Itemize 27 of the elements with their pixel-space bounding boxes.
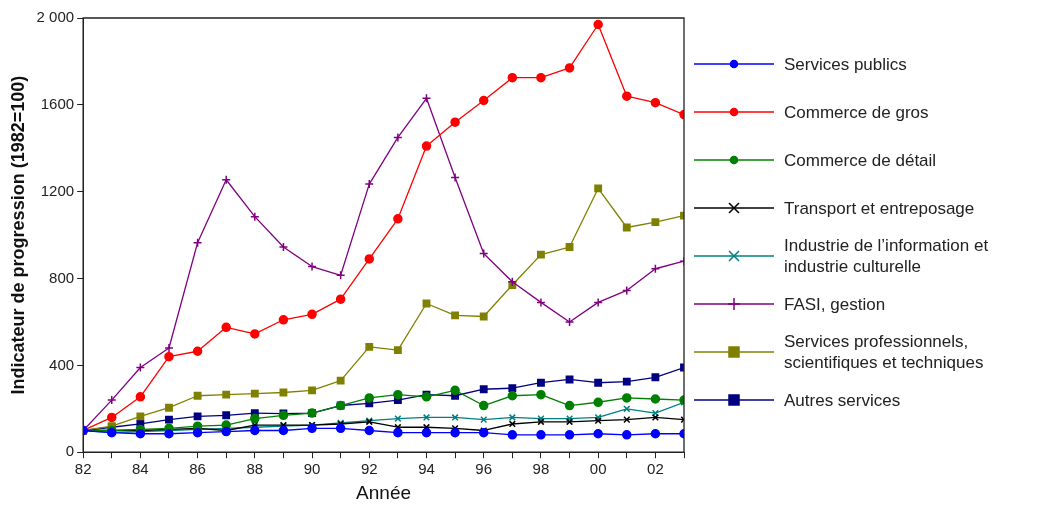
x-tick-label: 84 [132,460,149,478]
y-tick-label: 1600 [40,94,75,112]
x-tick-label: 90 [303,460,321,478]
y-tick-label: 1200 [40,181,75,199]
y-tick-label: 800 [49,268,75,286]
x-axis-title: Année [356,481,412,503]
x-tick-label: 00 [589,460,607,478]
x-tick-label: 94 [418,460,435,478]
legend-label: Services professionnels, scientifiques et techniques [784,331,985,373]
legend-label: Services publics [784,53,907,75]
x-tick-label: 96 [475,460,493,478]
x-tick-label: 02 [647,460,664,478]
y-tick-label: 400 [49,355,75,373]
x-tick-label: 98 [532,460,550,478]
x-tick-label: 88 [246,460,264,478]
x-tick-label: 82 [74,460,92,478]
y-tick-label: 0 [65,442,75,460]
legend-label: Commerce de gros [784,101,929,123]
legend-label: Industrie de l’information et industrie culturelle [784,235,990,277]
legend-label: Transport et entreposage [784,197,975,219]
x-tick-label: 92 [360,460,378,478]
legend-label: Commerce de détail [784,149,937,171]
x-tick-label: 86 [189,460,206,478]
y-tick-label: 2 000 [36,8,75,26]
legend-label: Autres services [784,389,901,411]
y-axis-title: Indicateur de progression (1982=100) [7,75,28,395]
legend-label: FASI, gestion [784,293,886,315]
